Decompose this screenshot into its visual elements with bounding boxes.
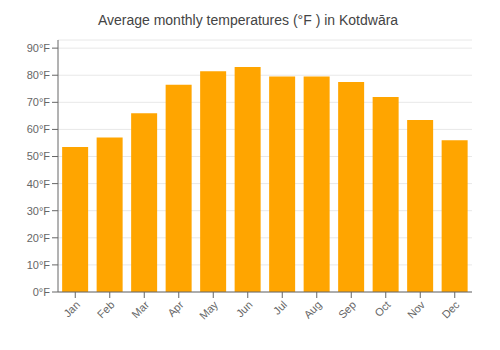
svg-text:10°F: 10°F <box>27 259 51 271</box>
svg-text:Jan: Jan <box>61 298 82 319</box>
svg-text:Feb: Feb <box>95 298 117 320</box>
svg-text:Aug: Aug <box>301 298 323 320</box>
svg-text:60°F: 60°F <box>27 123 51 135</box>
svg-text:40°F: 40°F <box>27 178 51 190</box>
svg-text:Apr: Apr <box>165 298 186 319</box>
svg-text:Nov: Nov <box>405 298 428 321</box>
svg-text:Jul: Jul <box>271 298 289 316</box>
svg-text:30°F: 30°F <box>27 205 51 217</box>
svg-text:0°F: 0°F <box>33 286 51 298</box>
html-text:Average monthly temperatures (: Average monthly temperatures (°F ) in Ko… <box>97 12 399 28</box>
svg-text:70°F: 70°F <box>27 96 51 108</box>
svg-text:50°F: 50°F <box>27 150 51 162</box>
svg-text:20°F: 20°F <box>27 232 51 244</box>
svg-text:Dec: Dec <box>439 298 462 321</box>
svg-text:90°F: 90°F <box>27 42 51 54</box>
svg-text:Sep: Sep <box>336 298 358 320</box>
svg-text:Mar: Mar <box>129 298 151 320</box>
svg-text:80°F: 80°F <box>27 69 51 81</box>
svg-text:Oct: Oct <box>372 298 393 319</box>
svg-text:Jun: Jun <box>234 298 255 319</box>
svg-text:May: May <box>197 298 221 322</box>
